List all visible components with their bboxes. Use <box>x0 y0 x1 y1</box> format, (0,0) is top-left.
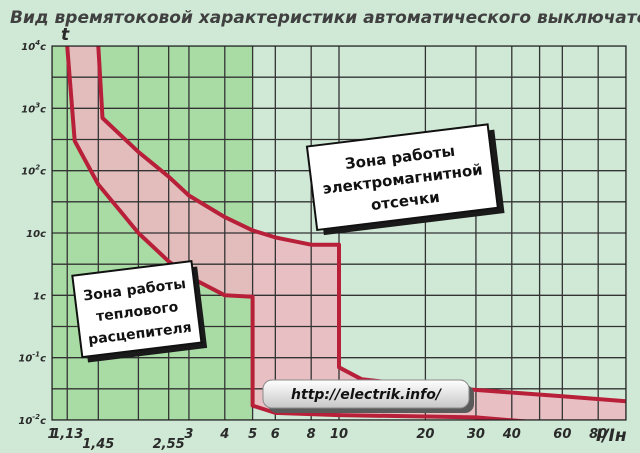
plot-frame <box>51 45 627 421</box>
plot-area <box>52 46 626 420</box>
x-tick-label: 5 <box>248 427 257 442</box>
x-axis-label: I/Iн <box>596 426 627 446</box>
x-tick-label: 20 <box>416 427 434 442</box>
x-tick-labels: 11,131,45 2,553 4 5 6 8 10 20 30 40 60 80 <box>47 427 607 452</box>
x-tick-label: 6 <box>271 427 280 442</box>
watermark-badge: http://electrik.info/ <box>262 379 474 413</box>
x-tick-label: 10 <box>330 427 348 442</box>
y-tick-label: 10-1c <box>18 351 46 365</box>
callout-thermal: Зона работы теплового расцепителя <box>71 260 208 363</box>
y-tick-label: 1c <box>33 291 46 302</box>
watermark-text: http://electrik.info/ <box>291 387 443 403</box>
chart-title: Вид времятоковой характеристики автомати… <box>10 8 640 28</box>
x-tick-label: 1,13 <box>51 427 83 442</box>
y-tick-label: 10-2c <box>18 413 46 427</box>
y-tick-label: 104c <box>21 39 46 53</box>
x-tick-label: 1,45 <box>82 437 114 452</box>
x-tick-label: 1 <box>47 427 56 442</box>
x-tick-label: 30 <box>467 427 485 442</box>
y-tick-label: 102c <box>21 164 46 178</box>
x-tick-label: 40 <box>502 427 521 442</box>
x-tick-label: 80 <box>589 427 607 442</box>
lower-curve <box>65 46 533 420</box>
x-tick-label: 2,55 <box>153 437 185 452</box>
y-tick-label: 103c <box>21 101 46 115</box>
x-tick-label: 3 <box>184 427 193 442</box>
x-tick-label: 4 <box>219 427 229 442</box>
x-tick-label: 60 <box>553 427 571 442</box>
y-tick-label: 10c <box>26 229 46 240</box>
y-axis-label: t <box>61 25 70 45</box>
callout-magnetic: Зона работы электромагнитной отсечки <box>305 123 505 236</box>
y-tick-labels: 104c 103c 102c 10c 1c 10-1c 10-2c <box>18 39 46 427</box>
x-tick-label: 8 <box>307 427 316 442</box>
